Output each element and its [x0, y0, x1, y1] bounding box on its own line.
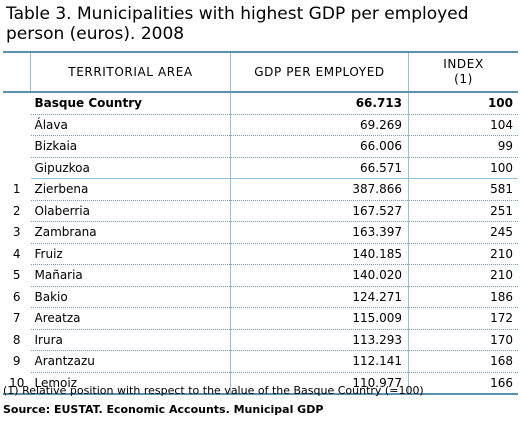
area-cell: Álava: [30, 114, 231, 136]
area-cell: Bizkaia: [30, 135, 231, 158]
index-cell: 166: [408, 372, 518, 395]
rank-cell: 6: [12, 289, 21, 304]
gdp-cell: 163.397: [230, 221, 409, 244]
area-cell: Olaberria: [30, 200, 231, 222]
area-cell: Lemoiz: [30, 372, 231, 395]
area-cell: Bakio: [30, 286, 231, 308]
table-row-basque: Basque Country 66.713 100: [3, 92, 518, 115]
area-cell: Irura: [30, 329, 231, 351]
table-row-municipality: 2 Olaberria 167.527 251: [3, 200, 518, 222]
index-cell: 251: [408, 200, 518, 222]
area-cell: Arantzazu: [30, 350, 231, 373]
table-row-municipality: 6 Bakio 124.271 186: [3, 286, 518, 308]
index-header-line2: (1): [454, 72, 473, 86]
rank-cell: 4: [12, 246, 21, 261]
rank-cell: 3: [12, 225, 21, 240]
footnote: (1) Relative position with respect to th…: [3, 384, 424, 397]
rank-cell: 9: [12, 354, 21, 369]
index-cell: 210: [408, 264, 518, 287]
rank-cell: 8: [12, 332, 21, 347]
table-row-municipality: 5 Mañaria 140.020 210: [3, 264, 518, 287]
index-cell: 581: [408, 178, 518, 201]
gdp-cell: 140.185: [230, 243, 409, 265]
rank-cell: 1: [12, 182, 21, 197]
table-row-municipality: 1 Zierbena 387.866 581: [3, 178, 518, 201]
index-cell: 100: [408, 92, 518, 115]
rank-cell: 7: [12, 311, 21, 326]
gdp-cell: 110.977: [230, 372, 409, 395]
index-cell: 170: [408, 329, 518, 351]
area-cell: Mañaria: [30, 264, 231, 287]
gdp-cell: 66.571: [230, 157, 409, 179]
index-cell: 245: [408, 221, 518, 244]
gdp-cell: 113.293: [230, 329, 409, 351]
table-row-municipality: 10 Lemoiz 110.977 166: [3, 372, 518, 395]
rank-cell: 5: [12, 268, 21, 283]
rank-cell: 2: [12, 203, 21, 218]
gdp-cell: 66.713: [230, 92, 409, 115]
table-row-municipality: 7 Areatza 115.009 172: [3, 307, 518, 330]
gdp-cell: 115.009: [230, 307, 409, 330]
rank-header: [3, 52, 31, 92]
rank-cell: 10: [3, 372, 31, 395]
area-cell: Basque Country: [30, 92, 231, 115]
index-cell: 210: [408, 243, 518, 265]
table-header-row: TERRITORIAL AREA GDP PER EMPLOYED INDEX …: [3, 52, 518, 92]
gdp-cell: 124.271: [230, 286, 409, 308]
gdp-header: GDP PER EMPLOYED: [230, 52, 409, 92]
index-header: INDEX (1): [408, 52, 518, 92]
rank-cell: [3, 92, 31, 114]
index-cell: 168: [408, 350, 518, 373]
index-cell: 100: [408, 157, 518, 179]
index-cell: 186: [408, 286, 518, 308]
table-row-province: Gipuzkoa 66.571 100: [3, 157, 518, 179]
table-row-province: Álava 69.269 104: [3, 114, 518, 136]
source-line: Source: EUSTAT. Economic Accounts. Munic…: [3, 403, 324, 416]
table-row-municipality: 3 Zambrana 163.397 245: [3, 221, 518, 244]
area-cell: Areatza: [30, 307, 231, 330]
gdp-cell: 140.020: [230, 264, 409, 287]
territorial-area-header: TERRITORIAL AREA: [30, 52, 231, 92]
table-row-municipality: 8 Irura 113.293 170: [3, 329, 518, 351]
gdp-cell: 66.006: [230, 135, 409, 158]
gdp-cell: 112.141: [230, 350, 409, 373]
table-row-municipality: 4 Fruiz 140.185 210: [3, 243, 518, 265]
gdp-cell: 167.527: [230, 200, 409, 222]
table-row-municipality: 9 Arantzazu 112.141 168: [3, 350, 518, 373]
gdp-cell: 387.866: [230, 178, 409, 201]
index-cell: 172: [408, 307, 518, 330]
gdp-table: TERRITORIAL AREA GDP PER EMPLOYED INDEX …: [3, 51, 518, 395]
area-cell: Gipuzkoa: [30, 157, 231, 179]
table-title: Table 3. Municipalities with highest GDP…: [6, 4, 469, 44]
table-row-province: Bizkaia 66.006 99: [3, 135, 518, 158]
index-cell: 99: [408, 135, 518, 158]
area-cell: Zierbena: [30, 178, 231, 201]
index-cell: 104: [408, 114, 518, 136]
area-cell: Zambrana: [30, 221, 231, 244]
index-header-line1: INDEX: [443, 57, 484, 71]
area-cell: Fruiz: [30, 243, 231, 265]
gdp-cell: 69.269: [230, 114, 409, 136]
